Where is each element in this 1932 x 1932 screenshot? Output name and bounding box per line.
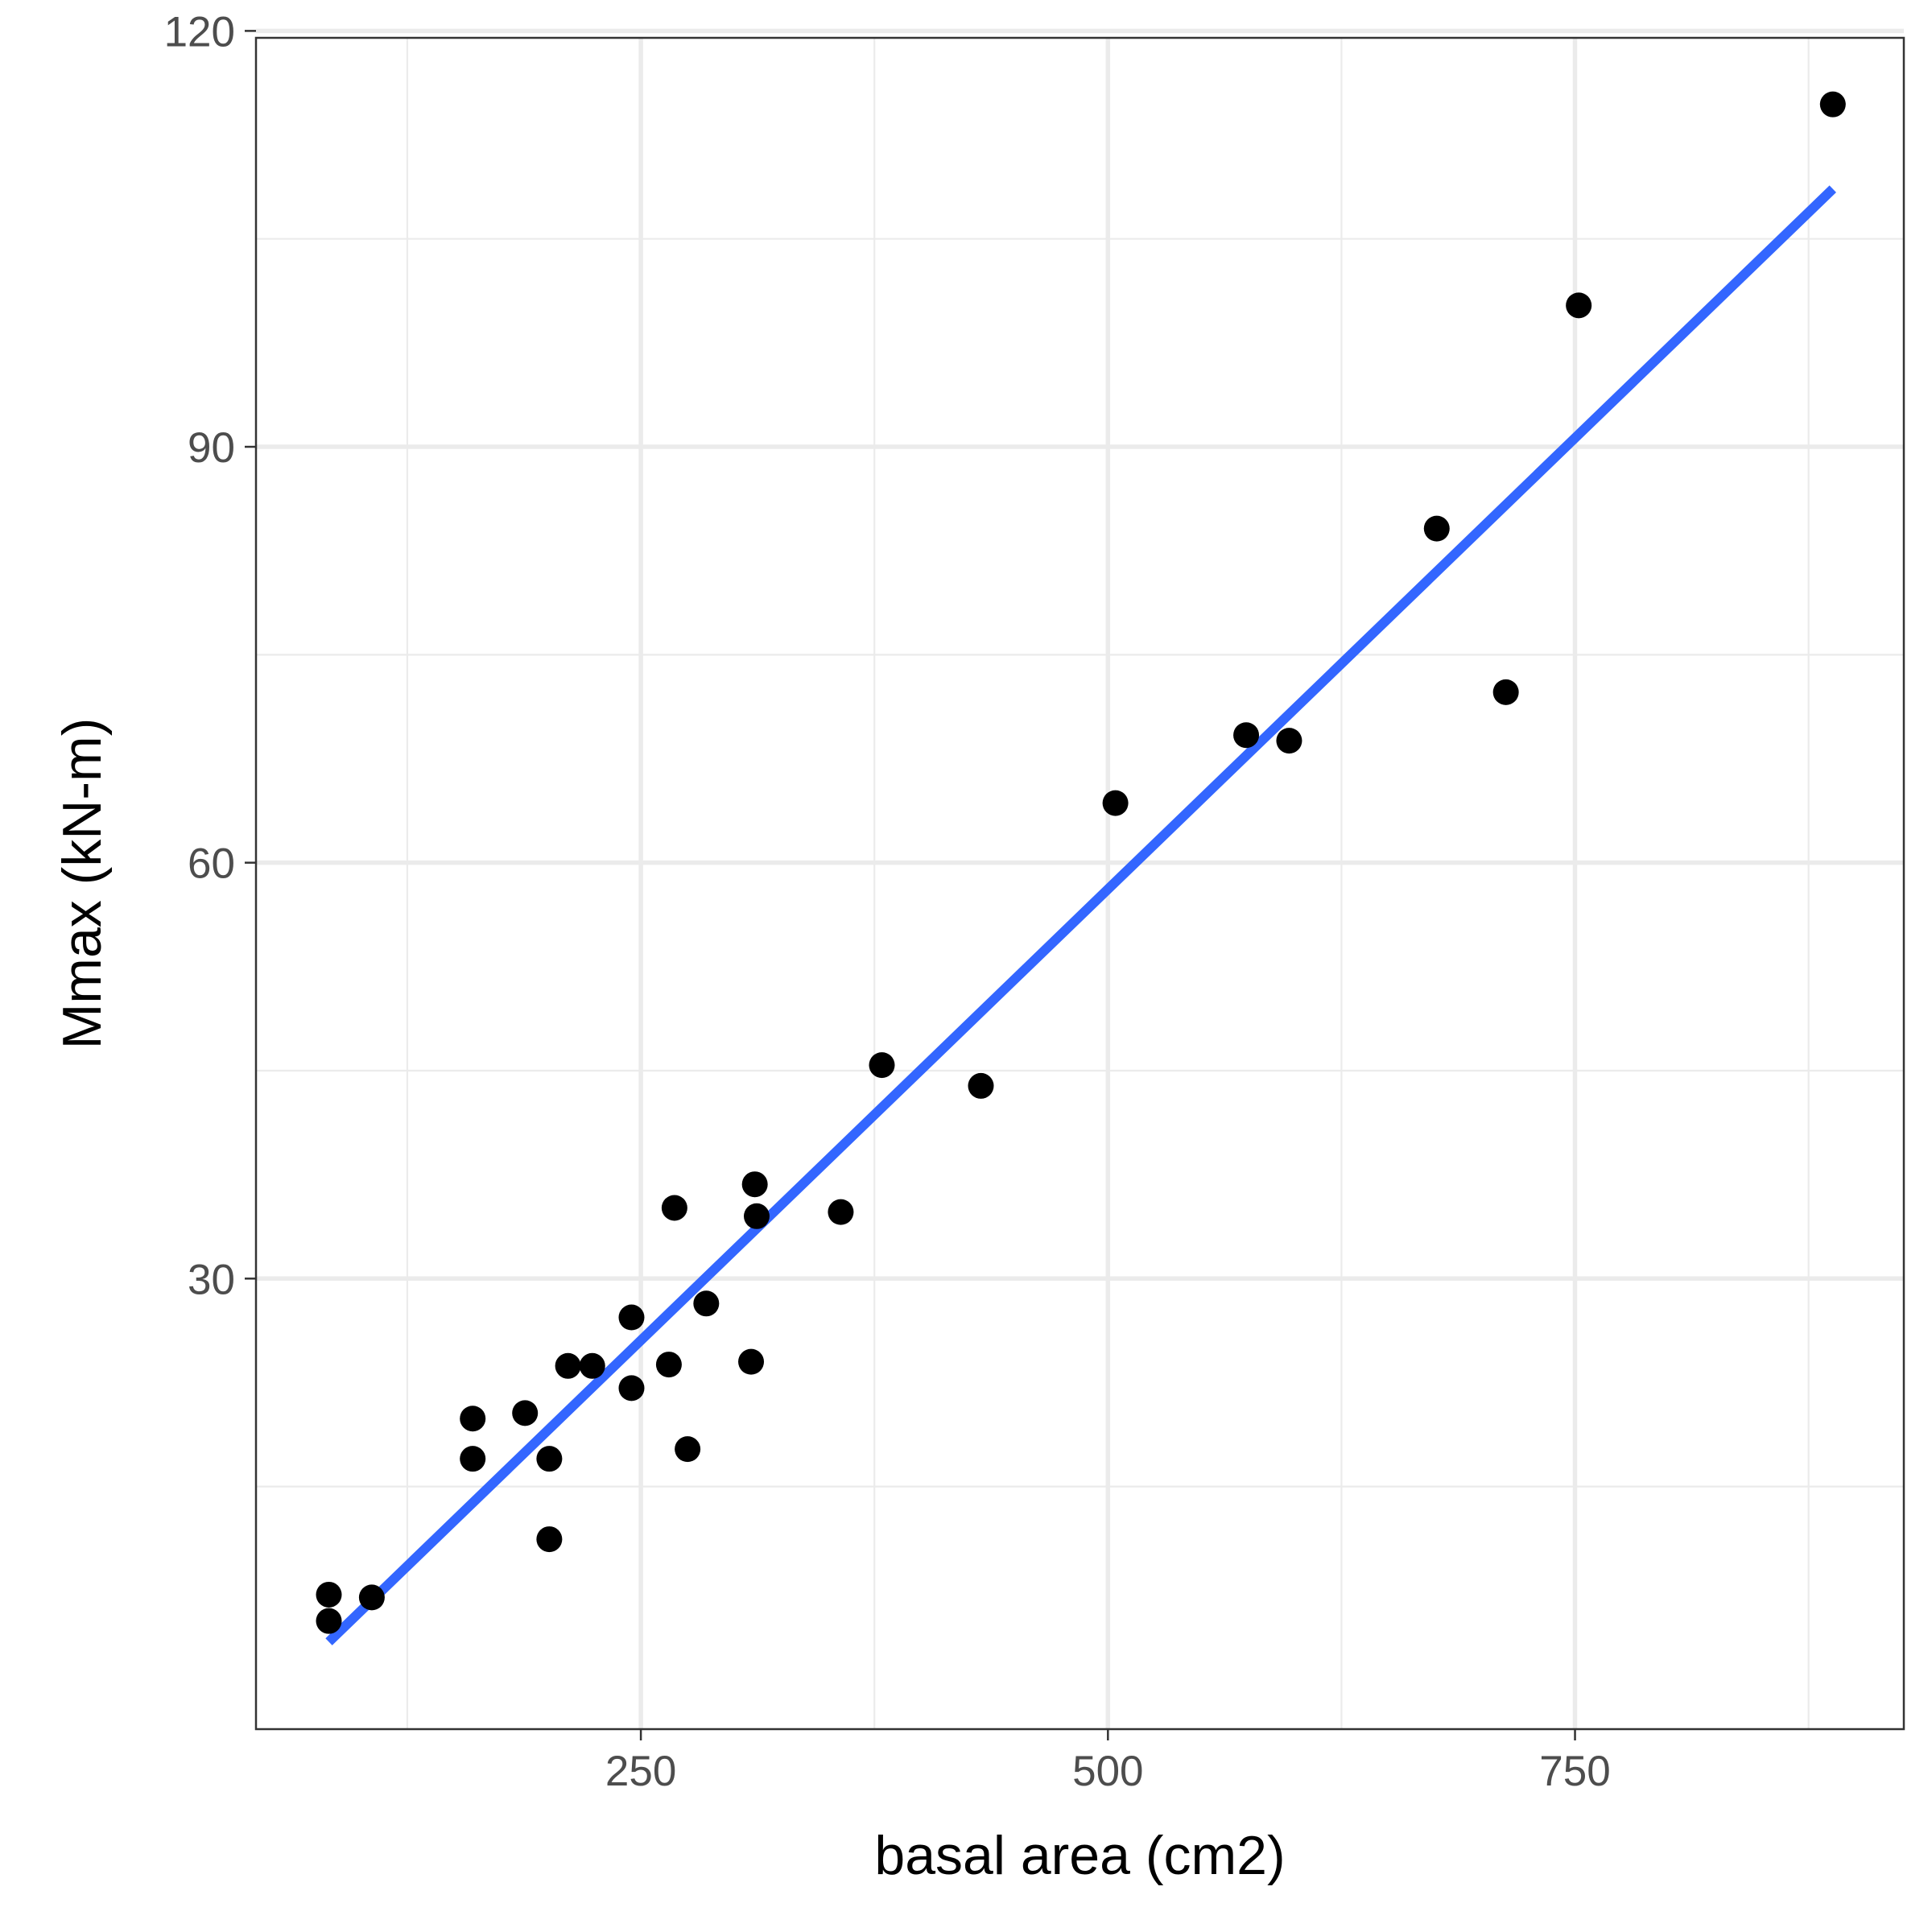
data-points	[316, 91, 1846, 1634]
data-point	[1276, 728, 1302, 754]
regression-line	[325, 185, 1836, 1645]
data-point	[675, 1436, 701, 1463]
data-point	[536, 1446, 563, 1472]
y-axis-tick-labels: 30 60 90 120	[164, 8, 235, 1303]
data-point	[579, 1352, 605, 1379]
x-tick-label: 500	[1072, 1748, 1143, 1795]
data-point	[358, 1584, 385, 1611]
data-point	[655, 1352, 682, 1378]
data-point	[693, 1290, 720, 1317]
data-point	[1492, 679, 1519, 705]
y-tick-label: 120	[164, 8, 235, 56]
data-point	[555, 1352, 581, 1379]
data-point	[460, 1406, 486, 1432]
x-axis-tick-labels: 250 500 750	[605, 1748, 1611, 1795]
minor-gridlines	[256, 38, 1904, 1729]
data-point	[661, 1195, 687, 1221]
data-point	[828, 1199, 854, 1225]
y-tick-label: 30	[188, 1256, 235, 1303]
data-point	[1233, 722, 1260, 749]
y-tick-label: 90	[188, 424, 235, 472]
major-gridlines	[256, 28, 1904, 1729]
axis-ticks	[245, 30, 1576, 1740]
data-point	[968, 1072, 994, 1099]
data-point	[536, 1526, 563, 1553]
regression-line-layer	[325, 185, 1836, 1645]
data-point	[512, 1400, 539, 1426]
data-point	[460, 1446, 486, 1472]
data-point	[618, 1304, 645, 1331]
data-point	[743, 1203, 770, 1229]
data-point	[1819, 91, 1846, 118]
data-point	[1566, 292, 1592, 319]
data-point	[316, 1608, 342, 1634]
data-point	[1423, 515, 1450, 542]
x-tick-label: 750	[1539, 1748, 1610, 1795]
data-point	[618, 1375, 645, 1402]
y-axis-title: Mmax (kN-m)	[52, 718, 113, 1050]
data-point	[316, 1581, 342, 1608]
panel-border	[254, 36, 1905, 1731]
data-point	[869, 1052, 895, 1079]
y-tick-label: 60	[188, 840, 235, 888]
x-axis-title: basal area (cm2)	[874, 1825, 1285, 1886]
data-point	[741, 1171, 768, 1198]
x-tick-label: 250	[605, 1748, 676, 1795]
data-point	[738, 1348, 765, 1375]
data-point	[1102, 790, 1129, 816]
